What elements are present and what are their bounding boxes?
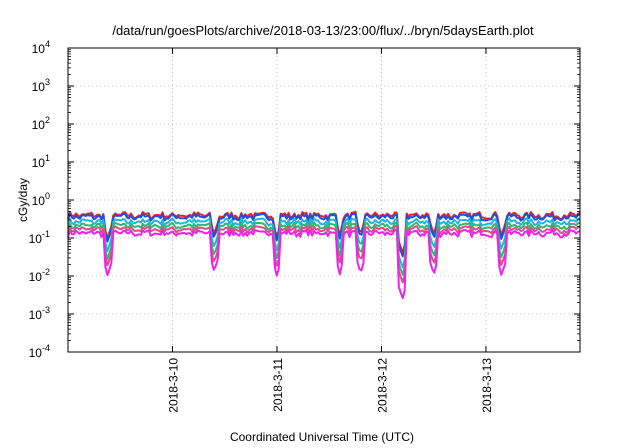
y-tick-label: 10-3 xyxy=(29,305,50,322)
series-line xyxy=(67,224,581,284)
chart-title: /data/run/goesPlots/archive/2018-03-13/2… xyxy=(112,23,534,38)
y-tick-exponent: -2 xyxy=(42,267,50,277)
x-axis-label: Coordinated Universal Time (UTC) xyxy=(230,430,414,444)
y-tick-label: 10-2 xyxy=(29,267,50,284)
y-tick-exponent: 0 xyxy=(45,191,50,201)
axis-ticks xyxy=(68,47,580,353)
y-tick-exponent: 2 xyxy=(45,115,50,125)
y-tick-exponent: -4 xyxy=(42,343,50,353)
y-tick-label: 103 xyxy=(32,77,50,94)
series-line xyxy=(67,221,581,276)
y-tick-exponent: 1 xyxy=(45,153,50,163)
series-lines xyxy=(67,210,581,300)
x-tick-label: 2018-3-12 xyxy=(375,358,389,413)
series-line xyxy=(67,212,581,258)
x-tick-labels: 2018-3-10 2018-3-11 2018-3-12 2018-3-13 xyxy=(166,358,493,413)
y-tick-label: 101 xyxy=(32,153,50,170)
y-axis-label: cGy/day xyxy=(16,178,30,222)
y-tick-exponent: 4 xyxy=(45,39,50,49)
series-line xyxy=(67,217,581,269)
y-tick-exponent: 3 xyxy=(45,77,50,87)
x-tick-label: 2018-3-11 xyxy=(271,358,285,412)
grid-lines xyxy=(68,48,580,352)
y-tick-label: 104 xyxy=(32,39,50,56)
y-tick-label: 102 xyxy=(32,115,50,132)
x-tick-label: 2018-3-10 xyxy=(166,358,180,413)
x-tick-label: 2018-3-13 xyxy=(480,358,494,413)
y-tick-label: 100 xyxy=(32,191,50,208)
y-tick-label: 10-4 xyxy=(29,343,50,360)
y-tick-label: 10-1 xyxy=(29,229,50,246)
series-line xyxy=(67,228,581,300)
y-tick-exponent: -1 xyxy=(42,229,50,239)
y-tick-exponent: -3 xyxy=(42,305,50,315)
